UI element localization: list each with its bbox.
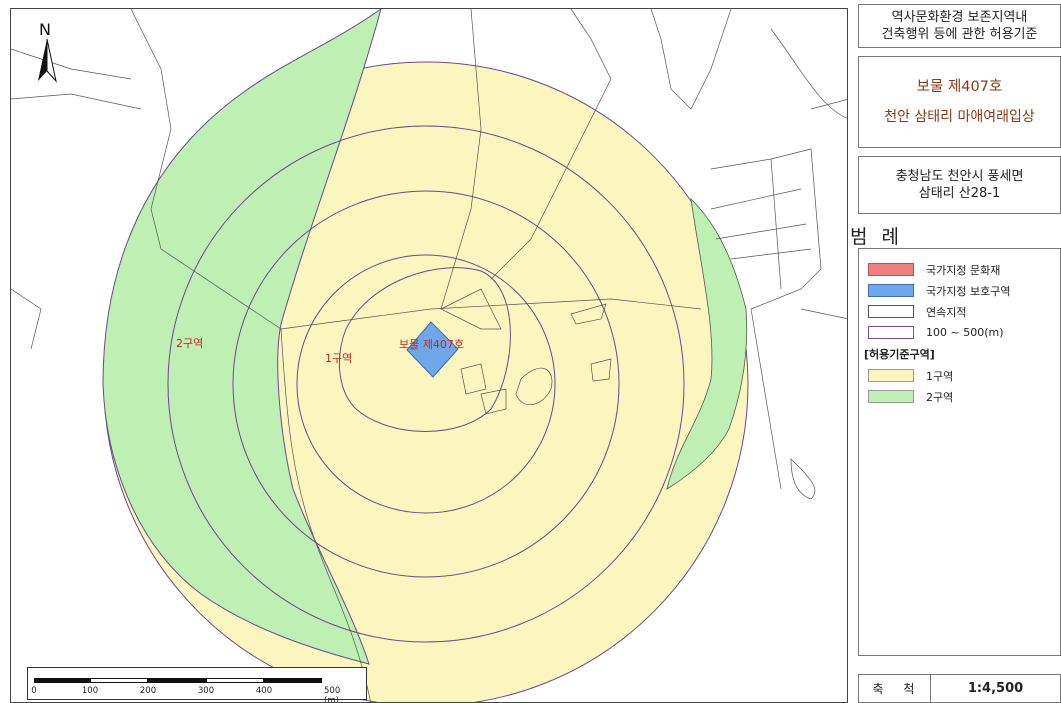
heritage-box: 보물 제407호 천안 삼태리 마애여래입상	[858, 56, 1061, 148]
heritage-desc: 천안 삼태리 마애여래입상	[884, 109, 1035, 125]
legend-title: 범 례	[850, 226, 903, 248]
zone2-map-label: 2구역	[176, 337, 203, 350]
legend-swatch	[868, 284, 914, 297]
legend-label: 2구역	[926, 390, 954, 404]
address-box: 충청남도 천안시 풍세면 삼태리 산28-1	[858, 156, 1061, 214]
legend-item-heritage: 국가지정 문화재	[868, 259, 1000, 280]
scale-label: 축 척	[859, 675, 931, 702]
zone2-east-area	[666, 197, 748, 490]
title-line2: 건축행위 등에 관한 허용기준	[881, 27, 1038, 42]
ring-100	[338, 267, 511, 432]
heritage-map-label: 보물 제407호	[399, 338, 464, 351]
map-svg: 2구역 1구역 보물 제407호 N	[11, 9, 847, 702]
ring-300	[232, 190, 620, 578]
address-line1: 충청남도 천안시 풍세면	[895, 169, 1024, 184]
legend-label: 1구역	[926, 369, 954, 383]
legend-item-parcel: 연속지적	[868, 301, 966, 322]
title-box: 역사문화환경 보존지역내 건축행위 등에 관한 허용기준	[858, 4, 1061, 48]
heritage-name: 보물 제407호	[916, 79, 1003, 95]
scale-row: 축 척 1:4,500	[858, 674, 1061, 703]
address-line2: 삼태리 산28-1	[918, 186, 1001, 201]
scale-tick: 0	[31, 686, 37, 696]
legend-swatch	[868, 326, 914, 339]
legend-item-protection: 국가지정 보호구역	[868, 280, 1010, 301]
legend-item-zone2: 2구역	[868, 386, 953, 407]
legend-subheader: [허용기준구역]	[864, 348, 935, 361]
parcel-lines	[11, 9, 847, 702]
heritage-protection-area	[406, 321, 459, 378]
north-label: N	[39, 20, 51, 39]
map-canvas[interactable]: 2구역 1구역 보물 제407호 N 0 100 200 300 400 500…	[10, 8, 848, 703]
scale-tick: 400	[255, 686, 273, 696]
ring-200	[296, 254, 556, 514]
scale-bar: 0 100 200 300 400 500 (m)	[27, 667, 367, 703]
legend-box: 국가지정 문화재 국가지정 보호구역 연속지적 100 ~ 500(m) [허용…	[858, 248, 1061, 656]
legend-label: 100 ~ 500(m)	[926, 326, 1004, 339]
legend-item-ring: 100 ~ 500(m)	[868, 322, 1004, 343]
scale-value: 1:4,500	[967, 681, 1024, 696]
legend-swatch	[868, 305, 914, 318]
legend-swatch	[868, 390, 914, 403]
legend-panel: 역사문화환경 보존지역내 건축행위 등에 관한 허용기준 보물 제407호 천안…	[850, 0, 1061, 703]
scale-tick: 100	[81, 686, 99, 696]
scale-tick: 200	[139, 686, 157, 696]
title-line1: 역사문화환경 보존지역내	[891, 10, 1028, 25]
zone1-map-label: 1구역	[325, 352, 352, 365]
legend-label: 국가지정 문화재	[926, 263, 1001, 277]
legend-label: 연속지적	[926, 305, 967, 319]
zone2-west-area	[102, 9, 382, 665]
legend-swatch	[868, 263, 914, 276]
scale-tick: 300	[197, 686, 215, 696]
ring-400	[167, 125, 685, 643]
legend-label: 국가지정 보호구역	[926, 284, 1011, 298]
legend-swatch	[868, 369, 914, 382]
north-arrow-icon	[38, 38, 57, 83]
scale-tick: 500 (m)	[324, 686, 341, 703]
legend-item-zone1: 1구역	[868, 365, 953, 386]
